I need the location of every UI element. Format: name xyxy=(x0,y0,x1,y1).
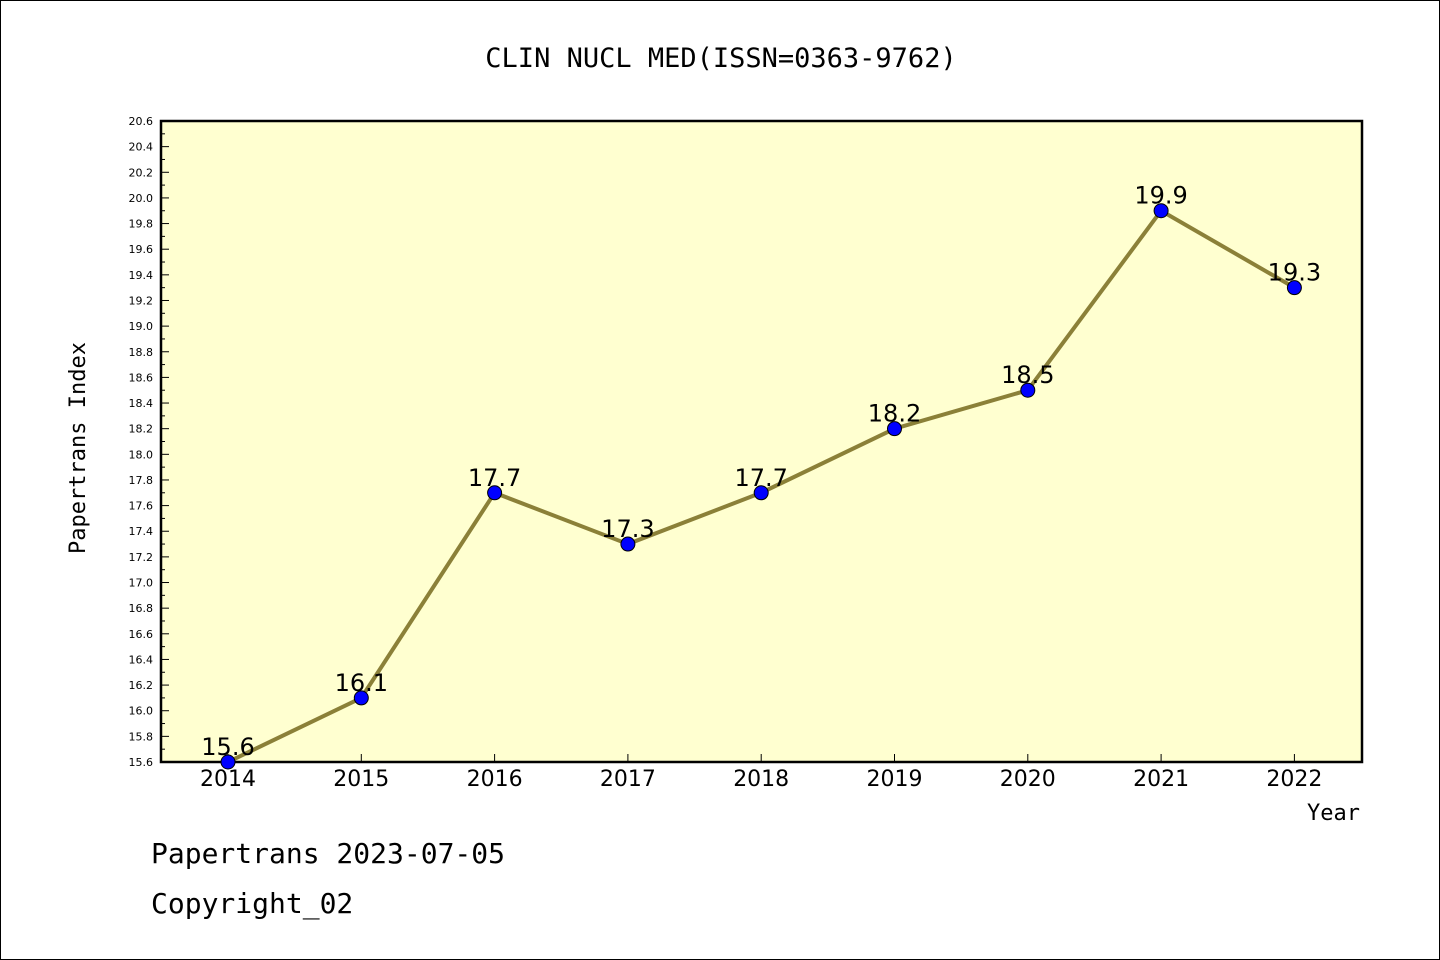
y-tick-label: 18.2 xyxy=(129,423,154,436)
data-labels: 15.6 16.1 17.7 17.3 17.7 18.2 18.5 19.9 19.3 xyxy=(201,182,1321,761)
y-tick-label: 15.8 xyxy=(129,730,154,743)
x-tick-label: 2015 xyxy=(333,767,389,792)
data-point-marker xyxy=(1153,203,1169,219)
y-tick-label: 16.4 xyxy=(129,653,154,666)
data-point-marker xyxy=(1286,280,1302,296)
y-tick-label: 15.6 xyxy=(129,756,154,769)
data-point-marker xyxy=(353,690,369,706)
y-tick-label: 17.4 xyxy=(129,525,154,538)
chart-title: CLIN NUCL MED(ISSN=0363-9762) xyxy=(485,43,956,74)
y-tick-label: 16.6 xyxy=(129,628,154,641)
y-tick-label: 18.8 xyxy=(129,346,154,359)
x-tick-label: 2014 xyxy=(200,767,256,792)
y-tick-label: 16.0 xyxy=(129,705,154,718)
data-point-label: 19.3 xyxy=(1268,259,1321,287)
y-tick-label: 19.2 xyxy=(129,294,154,307)
data-point-label: 16.1 xyxy=(335,669,388,697)
footer-date: Papertrans 2023-07-05 xyxy=(151,837,506,870)
x-tick-label: 2016 xyxy=(467,767,523,792)
y-tick-label: 19.8 xyxy=(129,218,154,231)
data-point-label: 15.6 xyxy=(201,733,254,761)
y-axis-title: Papertrans Index xyxy=(66,342,91,554)
x-axis: 2014 2015 2016 2017 2018 2019 2020 2021 2022 xyxy=(200,754,1322,792)
y-tick-label: 19.0 xyxy=(129,320,154,333)
data-point-marker xyxy=(620,536,636,552)
y-tick-label: 18.0 xyxy=(129,448,154,461)
data-point-marker xyxy=(887,421,902,437)
y-tick-label: 19.4 xyxy=(129,269,154,282)
y-tick-label: 20.2 xyxy=(129,166,154,179)
x-tick-label: 2021 xyxy=(1133,767,1189,792)
data-point-marker xyxy=(220,754,236,770)
x-tick-label: 2020 xyxy=(1000,767,1056,792)
y-tick-label: 20.4 xyxy=(129,141,154,154)
data-point-marker xyxy=(487,485,503,501)
data-point-label: 18.2 xyxy=(868,400,921,428)
y-axis: 15.6 15.8 16.0 16.2 16.4 16.6 16.8 17.0 17.2 17.4… xyxy=(129,115,169,769)
y-tick-label: 17.6 xyxy=(129,500,154,513)
y-tick-label: 18.4 xyxy=(129,397,154,410)
x-tick-label: 2018 xyxy=(733,767,789,792)
plot-area xyxy=(159,119,1364,764)
x-tick-label: 2022 xyxy=(1266,767,1322,792)
y-tick-label: 17.8 xyxy=(129,474,154,487)
y-tick-label: 20.6 xyxy=(129,115,154,128)
data-point-label: 18.5 xyxy=(1001,361,1054,389)
y-tick-label: 18.6 xyxy=(129,371,154,384)
y-tick-label: 16.2 xyxy=(129,679,154,692)
x-tick-label: 2017 xyxy=(600,767,656,792)
y-tick-label: 20.0 xyxy=(129,192,154,205)
data-point-label: 19.9 xyxy=(1134,182,1187,210)
data-point-label: 17.7 xyxy=(468,464,521,492)
data-point-marker xyxy=(1020,382,1036,398)
y-tick-label: 19.6 xyxy=(129,243,154,256)
data-point-label: 17.3 xyxy=(601,515,654,543)
x-tick-label: 2019 xyxy=(867,767,923,792)
y-tick-label: 16.8 xyxy=(129,602,154,615)
data-point-label: 17.7 xyxy=(734,464,787,492)
footer-copyright: Copyright_02 xyxy=(151,887,354,920)
x-axis-title: Year xyxy=(1307,801,1360,826)
y-tick-label: 17.2 xyxy=(129,551,154,564)
data-markers xyxy=(220,203,1302,770)
data-point-marker xyxy=(753,485,769,501)
y-tick-label: 17.0 xyxy=(129,577,154,590)
